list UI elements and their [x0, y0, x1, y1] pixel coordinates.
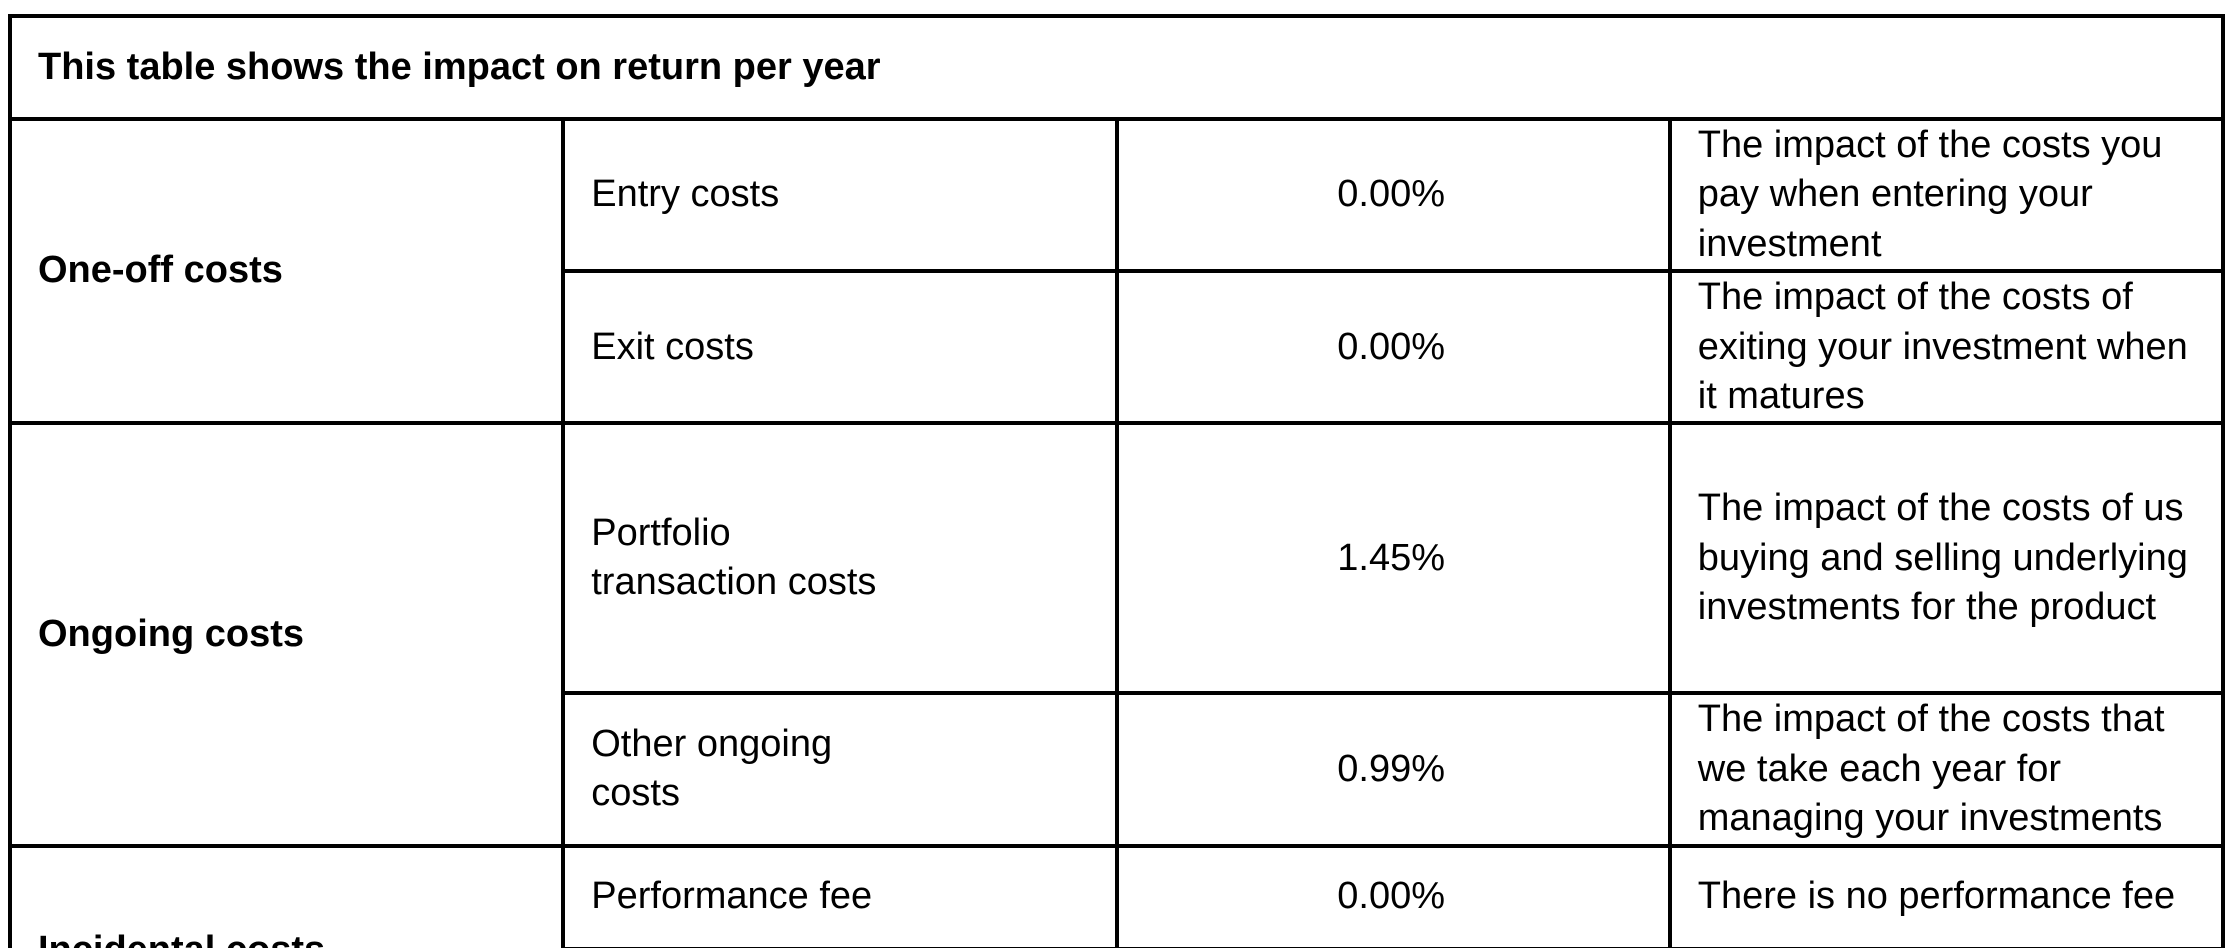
table-row-entry-costs: One-off costs Entry costs 0.00% The impa… — [7, 116, 2226, 426]
cost-name-cell: Other ongoing costs — [561, 691, 1119, 848]
cost-description-cell: There is no performance fee — [1667, 843, 2226, 948]
table-row-exit-costs: Exit costs 0.00% The impact of the costs… — [10, 269, 2226, 426]
group-cell-ongoing-costs: Ongoing costs — [7, 421, 566, 848]
table-row-other-ongoing-costs: Other ongoing costs 0.99% The impact of … — [10, 691, 2226, 848]
cost-name-cell: Portfolio transaction costs — [561, 421, 1119, 696]
cost-description-cell: The impact of the costs of exiting your … — [1667, 269, 2226, 426]
cost-description-cell: The impact of the costs of us buying and… — [1667, 421, 2226, 696]
group-cell-one-off-costs: One-off costs — [7, 116, 566, 426]
table-title: This table shows the impact on return pe… — [8, 14, 2225, 121]
cost-description-cell: The impact of the costs you pay when ent… — [1667, 116, 2226, 274]
table-row-portfolio-transaction-costs: Ongoing costs Portfolio transaction cost… — [7, 421, 2226, 848]
cost-name-cell: Entry costs — [561, 116, 1119, 274]
cost-name: Portfolio transaction costs — [591, 511, 877, 604]
title-row: This table shows the impact on return pe… — [8, 14, 2225, 121]
cost-value-cell: 0.00% — [1114, 843, 1672, 948]
cost-impact-table: This table shows the impact on return pe… — [7, 14, 2226, 948]
cost-value-cell: 0.00% — [1114, 116, 1672, 274]
cost-description-cell: The impact of the costs that we take eac… — [1667, 691, 2226, 848]
cost-name: Other ongoing costs — [591, 723, 833, 815]
cost-value-cell: 0.99% — [1114, 691, 1672, 848]
cost-name-cell: Exit costs — [561, 269, 1119, 426]
table-row-performance-fee: Incidental costs Performance fee 0.00% T… — [7, 843, 2226, 948]
cost-name: Entry costs — [591, 173, 780, 216]
cost-name: Performance fee — [591, 875, 873, 918]
cost-value-cell: 1.45% — [1114, 421, 1672, 696]
group-cell-incidental-costs: Incidental costs — [7, 843, 566, 948]
cost-name: Exit costs — [591, 325, 754, 368]
cost-value-cell: 0.00% — [1114, 269, 1672, 426]
cost-name-cell: Performance fee — [561, 843, 1119, 948]
